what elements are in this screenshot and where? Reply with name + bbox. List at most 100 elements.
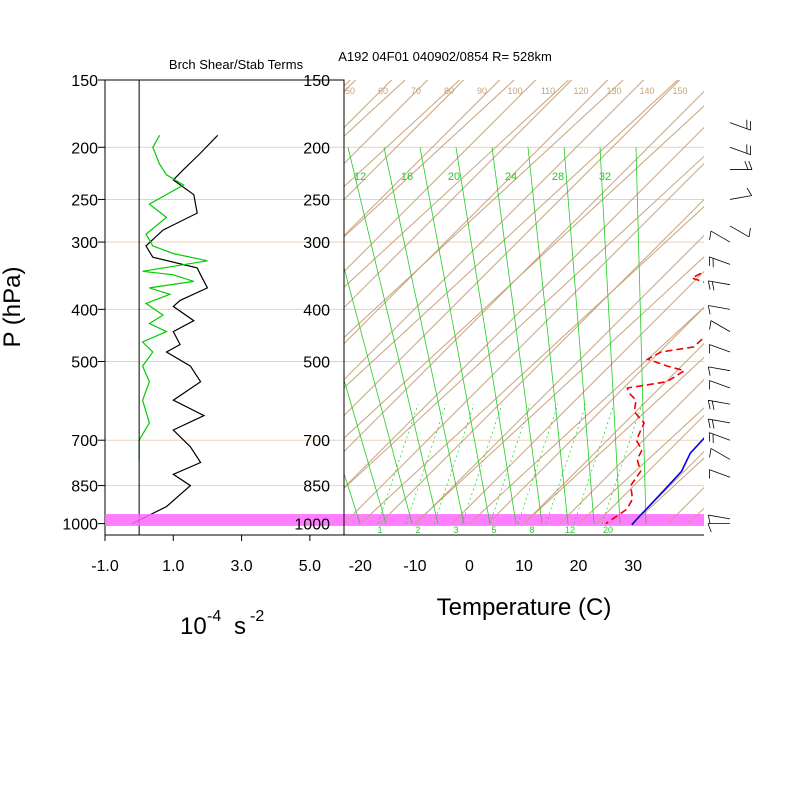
theta-label: 90 bbox=[477, 86, 487, 96]
wind-barb bbox=[708, 432, 731, 444]
moist-adiabat-line bbox=[344, 266, 413, 524]
x-label-base: 10 bbox=[180, 613, 207, 640]
mixing-ratio-label: 12 bbox=[565, 525, 575, 535]
left-y-tick-label: 850 bbox=[71, 479, 98, 496]
isotherm-line bbox=[344, 80, 351, 87]
right-y-tick-label: 700 bbox=[303, 433, 330, 450]
theta-label: 50 bbox=[345, 86, 355, 96]
moist-adiabat-line bbox=[419, 147, 491, 524]
isotherm-line bbox=[632, 457, 704, 524]
skewt-chart-title: A192 04F01 040902/0854 R= 528km bbox=[338, 49, 552, 64]
x-label-unit: s bbox=[234, 613, 246, 640]
left-y-tick-label: 250 bbox=[71, 192, 98, 209]
isotherm-line bbox=[469, 306, 704, 524]
wind-barb bbox=[730, 161, 753, 170]
x-label-exp: -4 bbox=[207, 608, 221, 625]
wind-barb bbox=[707, 366, 731, 376]
right-y-tick-label: 500 bbox=[303, 355, 330, 372]
wind-barb bbox=[709, 320, 731, 332]
theta-label: 80 bbox=[444, 86, 454, 96]
dry-adiabat-line bbox=[667, 486, 704, 524]
wind-barb bbox=[709, 230, 731, 243]
isotherm-line bbox=[344, 80, 569, 288]
mixing-ratio-label: 2 bbox=[415, 525, 420, 535]
left-chart-title: Brch Shear/Stab Terms bbox=[169, 57, 304, 72]
left-series-line-1 bbox=[138, 135, 208, 460]
wind-barb bbox=[729, 225, 751, 238]
mixing-ratio-line bbox=[405, 404, 447, 524]
mixing-ratio-line bbox=[573, 404, 615, 524]
left-y-tick-label: 200 bbox=[71, 140, 98, 157]
left-x-tick-label: -1.0 bbox=[91, 558, 119, 575]
right-y-tick-label: 150 bbox=[303, 73, 330, 90]
dry-adiabat-line bbox=[344, 80, 393, 129]
wind-barb bbox=[707, 514, 731, 524]
isotherm-line bbox=[578, 407, 704, 524]
mixing-ratio-line bbox=[545, 404, 587, 524]
left-y-tick-label: 500 bbox=[71, 355, 98, 372]
moist-adiabat-line bbox=[344, 472, 361, 524]
dry-adiabat-line bbox=[344, 80, 537, 273]
mixing-ratio-line bbox=[377, 404, 419, 524]
highlight-band bbox=[105, 514, 704, 526]
dry-adiabat-line bbox=[776, 69, 800, 524]
mixing-ratio-line bbox=[517, 404, 559, 524]
left-y-tick-label: 300 bbox=[71, 235, 98, 252]
isotherm-line bbox=[360, 206, 704, 524]
isotherm-label: 28 bbox=[552, 171, 564, 183]
dry-adiabat-line bbox=[740, 69, 800, 524]
dry-adiabat-line bbox=[595, 414, 704, 524]
dry-adiabat-line bbox=[344, 80, 465, 201]
mixing-ratio-line bbox=[433, 404, 475, 524]
moist-adiabat-line bbox=[347, 147, 439, 524]
mixing-ratio-label: 1 bbox=[377, 525, 382, 535]
moist-adiabat-line bbox=[563, 147, 595, 524]
mixing-ratio-line bbox=[601, 404, 643, 524]
mixing-ratio-line bbox=[489, 404, 531, 524]
moist-adiabat-line bbox=[344, 378, 387, 524]
dry-adiabat-line bbox=[559, 378, 704, 524]
moist-adiabat-line bbox=[527, 147, 569, 524]
isotherm-label: 20 bbox=[448, 171, 460, 183]
dry-adiabat-line bbox=[415, 234, 704, 524]
left-x-tick-label: 5.0 bbox=[299, 558, 321, 575]
dry-adiabat-line bbox=[344, 80, 429, 165]
wind-barb bbox=[708, 469, 731, 479]
right-y-tick-label: 250 bbox=[303, 192, 330, 209]
isotherm-line bbox=[344, 80, 679, 389]
mixing-ratio-label: 20 bbox=[603, 525, 613, 535]
dry-adiabat-line bbox=[344, 80, 501, 237]
isotherm-line bbox=[687, 507, 704, 524]
dry-adiabat-line bbox=[451, 270, 704, 524]
isotherm-label: 16 bbox=[401, 171, 413, 183]
temperature-line bbox=[631, 437, 704, 526]
isotherm-line bbox=[0, 80, 296, 524]
skewt-x-tick-label: 20 bbox=[570, 558, 588, 575]
moist-adiabat-line bbox=[491, 147, 543, 524]
skewt-x-tick-label: 0 bbox=[465, 558, 474, 575]
left-x-axis-label: 10 -4 s -2 bbox=[180, 608, 264, 640]
left-y-tick-label: 700 bbox=[71, 433, 98, 450]
isotherm-label: 12 bbox=[354, 171, 366, 183]
wind-barb bbox=[708, 256, 731, 268]
isotherm-line bbox=[344, 155, 704, 490]
skewt-grid bbox=[0, 69, 800, 524]
wind-barb bbox=[707, 280, 731, 291]
dry-adiabat-line bbox=[344, 80, 645, 381]
isotherm-line bbox=[344, 80, 460, 188]
dry-adiabat-line bbox=[487, 306, 704, 524]
wind-barb bbox=[729, 119, 752, 131]
left-x-tick-label: 1.0 bbox=[162, 558, 184, 575]
right-y-tick-label: 400 bbox=[303, 302, 330, 319]
right-y-tick-label: 1000 bbox=[294, 517, 330, 534]
dry-adiabat-line bbox=[344, 80, 681, 417]
theta-label: 100 bbox=[507, 86, 522, 96]
dry-adiabat-line bbox=[631, 450, 704, 524]
dry-adiabat-line bbox=[344, 162, 704, 524]
mixing-ratio-label: 8 bbox=[529, 525, 534, 535]
isotherm-label: 24 bbox=[505, 171, 517, 183]
wind-barbs bbox=[707, 119, 753, 533]
